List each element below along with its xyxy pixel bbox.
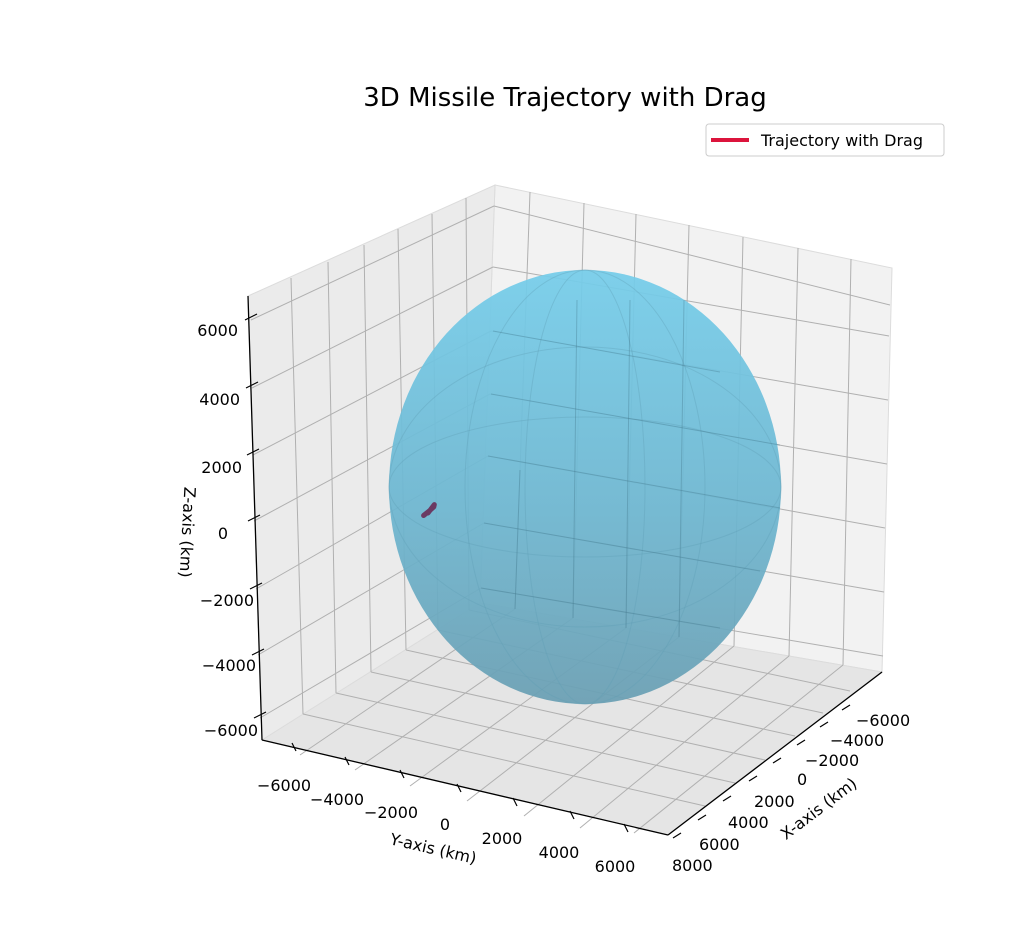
y-tick-label: 4000 xyxy=(539,843,580,862)
legend-box xyxy=(705,123,945,157)
y-tick-marks xyxy=(291,742,629,833)
z-axis-label: Z-axis (km) xyxy=(176,486,200,578)
y-tick-labels: −6000 −4000 −2000 0 2000 4000 6000 xyxy=(257,776,635,876)
z-tick-label: −2000 xyxy=(200,591,254,610)
x-tick-label: −4000 xyxy=(830,731,884,750)
y-tick-label: −2000 xyxy=(364,803,418,822)
y-tick-label: 6000 xyxy=(595,857,636,876)
x-tick-label: 0 xyxy=(797,770,807,789)
z-tick-labels: 6000 4000 2000 0 −2000 −4000 −6000 xyxy=(197,321,258,740)
x-tick-label: 6000 xyxy=(699,835,740,854)
y-tick-label: −6000 xyxy=(257,776,311,795)
y-tick-label: 0 xyxy=(440,815,450,834)
x-tick-label: −6000 xyxy=(856,711,910,730)
x-tick-labels: −6000 −4000 −2000 0 2000 4000 6000 8000 xyxy=(672,711,910,875)
z-tick-label: 2000 xyxy=(201,458,242,477)
inner-grid xyxy=(480,299,781,638)
y-axis-label: Y-axis (km) xyxy=(387,829,478,868)
z-tick-label: 4000 xyxy=(199,390,240,409)
trajectory-line xyxy=(421,502,437,518)
legend: Trajectory with Drag xyxy=(705,123,945,157)
x-tick-marks xyxy=(672,704,851,839)
earth-sphere xyxy=(388,269,782,705)
z-tick-label: −6000 xyxy=(204,721,258,740)
y-tick-label: 2000 xyxy=(482,829,523,848)
x-tick-label: 4000 xyxy=(728,813,769,832)
chart-title: 3D Missile Trajectory with Drag xyxy=(363,83,767,113)
z-tick-marks xyxy=(244,313,267,719)
z-tick-label: 0 xyxy=(218,524,228,543)
legend-label: Trajectory with Drag xyxy=(760,131,923,150)
z-tick-label: 6000 xyxy=(197,321,238,340)
x-tick-label: −2000 xyxy=(805,751,859,770)
z-tick-label: −4000 xyxy=(202,656,256,675)
x-tick-label: 8000 xyxy=(672,856,713,875)
y-tick-label: −4000 xyxy=(310,790,364,809)
x-tick-label: 2000 xyxy=(754,792,795,811)
